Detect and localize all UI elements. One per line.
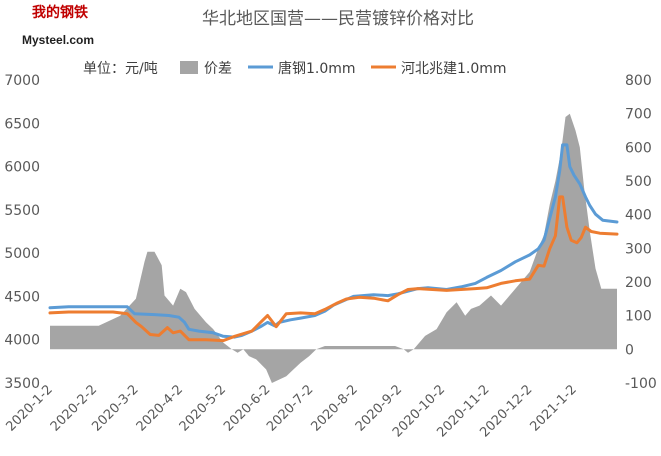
y-left-tick-label: 7000 [4, 73, 40, 89]
y-left-tick-label: 5000 [4, 246, 40, 262]
series-line-zhaojian [48, 195, 619, 343]
y-left-tick-label: 6000 [4, 160, 40, 176]
x-axis: 2020-1-22020-2-22020-3-22020-4-22020-5-2… [3, 382, 579, 440]
legend-label-spread: 价差 [204, 61, 232, 77]
x-tick-label: 2020-5-2 [177, 382, 229, 434]
logo-top-text: 我的钢铁 [32, 4, 88, 21]
legend-label-zhaojian: 河北兆建1.0mm [401, 61, 507, 77]
y-right-tick-label: -100 [625, 376, 657, 392]
legend: 单位：元/吨 价差 唐钢1.0mm 河北兆建1.0mm [83, 60, 507, 77]
y-left-tick-label: 3500 [4, 376, 40, 392]
y-right-tick-label: 300 [625, 241, 652, 257]
series-area-spread [50, 113, 617, 383]
y-left-tick-label: 4500 [4, 289, 40, 305]
y-right-tick-label: 700 [625, 107, 652, 123]
logo: 我的钢铁 Mysteel.com [22, 4, 94, 47]
plot-area [48, 113, 619, 383]
y-right-tick-label: 200 [625, 275, 652, 291]
logo-bottom-text: Mysteel.com [22, 33, 94, 47]
y-left-tick-label: 6500 [4, 116, 40, 132]
y-axis-right: -100 0 100 200 300 400 500 600 700 800 [625, 73, 657, 392]
y-right-tick-label: 500 [625, 174, 652, 190]
y-right-tick-label: 100 [625, 309, 652, 325]
x-tick-label: 2021-1-2 [528, 382, 580, 434]
y-right-tick-label: 600 [625, 140, 652, 156]
y-right-tick-label: 800 [625, 73, 652, 89]
y-left-tick-label: 5500 [4, 203, 40, 219]
y-right-tick-label: 400 [625, 208, 652, 224]
legend-label-tanggang: 唐钢1.0mm [278, 60, 356, 77]
y-axis-left: 3500 4000 4500 5000 5500 6000 6500 7000 [4, 73, 40, 392]
legend-swatch-spread [180, 61, 198, 74]
x-tick-label: 2020-7-2 [264, 382, 316, 434]
x-tick-label: 2020-8-2 [308, 382, 360, 434]
series-line-tanggang [48, 143, 619, 339]
unit-label: 单位：元/吨 [83, 61, 158, 77]
y-right-tick-label: 0 [625, 342, 634, 358]
y-left-tick-label: 4000 [4, 333, 40, 349]
chart-title: 华北地区国营——民营镀锌价格对比 [202, 9, 474, 29]
